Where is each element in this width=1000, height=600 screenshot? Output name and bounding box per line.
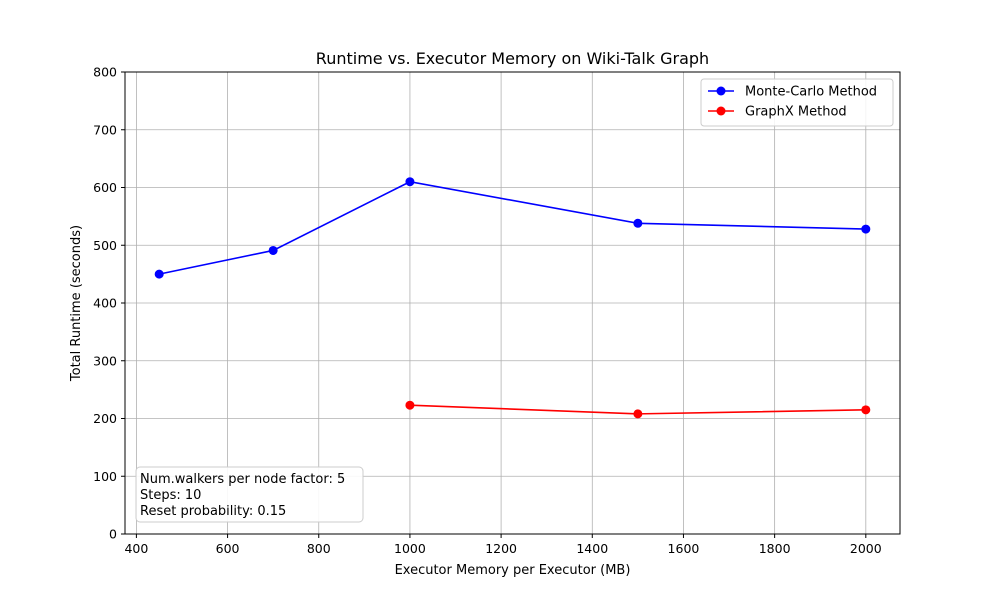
series-line (159, 180, 866, 275)
x-tick-label: 400 (124, 541, 148, 556)
x-tick-label: 1600 (668, 541, 700, 556)
legend-marker (716, 86, 726, 96)
legend: Monte-Carlo Method GraphX Method (700, 78, 894, 127)
y-tick-label: 400 (93, 296, 117, 311)
x-tick-label: 600 (216, 541, 240, 556)
y-tick-label: 700 (93, 122, 117, 137)
axis-ticks: 400 600 800 1000 1200 1400 1600 1800 2000 0 100 200… (93, 65, 882, 557)
chart-title: Runtime vs. Executor Memory on Wiki-Talk… (316, 49, 709, 68)
data-point (633, 218, 643, 228)
y-tick-label: 600 (93, 180, 117, 195)
x-tick-label: 1400 (576, 541, 608, 556)
x-tick-label: 1000 (394, 541, 426, 556)
x-tick-label: 1200 (485, 541, 517, 556)
data-point (861, 405, 871, 415)
y-tick-label: 0 (109, 527, 117, 542)
annotation-line: Steps: 10 (140, 488, 201, 503)
legend-frame (700, 78, 894, 127)
y-tick-label: 300 (93, 353, 117, 368)
y-tick-label: 500 (93, 238, 117, 253)
data-point (268, 245, 278, 255)
y-tick-label: 100 (93, 469, 117, 484)
x-tick-label: 1800 (759, 541, 791, 556)
y-tick-label: 800 (93, 65, 117, 80)
grid (125, 71, 900, 535)
data-point (405, 177, 415, 187)
legend-item: Monte-Carlo Method (708, 85, 877, 100)
legend-marker (716, 106, 726, 116)
x-tick-label: 800 (307, 541, 331, 556)
data-point (154, 269, 164, 279)
legend-label: Monte-Carlo Method (745, 85, 877, 100)
annotation-line: Reset probability: 0.15 (140, 504, 286, 519)
series-monte-carlo (154, 177, 871, 279)
legend-item: GraphX Method (708, 105, 847, 120)
series-layer (154, 177, 871, 419)
data-point (861, 224, 871, 234)
data-point (405, 400, 415, 410)
data-point (633, 409, 643, 419)
x-axis-label: Executor Memory per Executor (MB) (395, 563, 631, 578)
y-axis-label: Total Runtime (seconds) (69, 225, 84, 382)
legend-label: GraphX Method (745, 105, 847, 120)
series-graphx (405, 400, 871, 419)
x-tick-label: 2000 (850, 541, 882, 556)
annotation-line: Num.walkers per node factor: 5 (140, 472, 345, 487)
y-tick-label: 200 (93, 411, 117, 426)
annotation-frame (135, 466, 364, 523)
